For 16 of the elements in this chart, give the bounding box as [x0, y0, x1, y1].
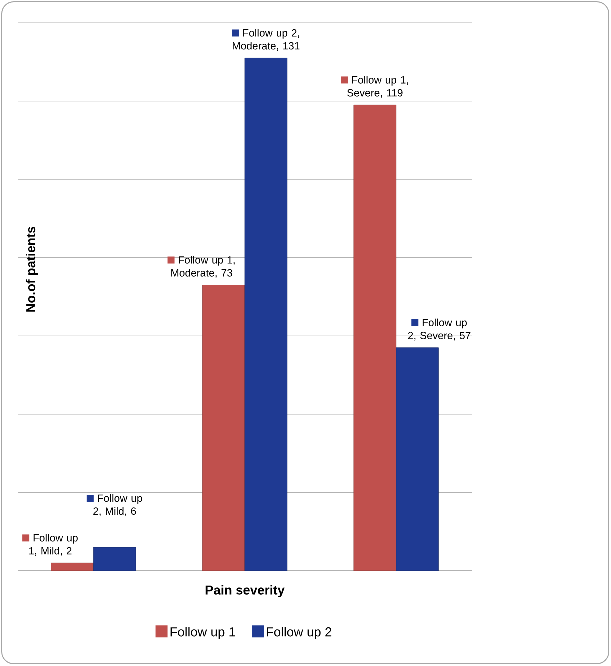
data-label: Follow up 1, Mild, 2 — [29, 534, 78, 556]
legend-label: Follow up 2 — [267, 627, 332, 640]
bar — [51, 562, 94, 572]
x-axis-title: Pain severity — [206, 585, 285, 598]
bar — [93, 547, 136, 572]
bar — [202, 285, 246, 572]
bar — [396, 348, 439, 572]
data-label: Follow up 1, Moderate, 73 — [172, 256, 235, 278]
legend-label: Follow up 1 — [170, 627, 236, 640]
bar — [354, 104, 397, 572]
data-label: Follow up 2, Severe, 57 — [408, 318, 471, 341]
data-label: Follow up 1, Severe, 119 — [348, 76, 408, 98]
data-label: Follow up 2, Mild, 6 — [94, 494, 142, 516]
bar — [244, 58, 288, 572]
data-label: Follow up 2, Moderate, 131 — [233, 29, 300, 52]
y-axis-title: No.of patients — [26, 226, 38, 312]
